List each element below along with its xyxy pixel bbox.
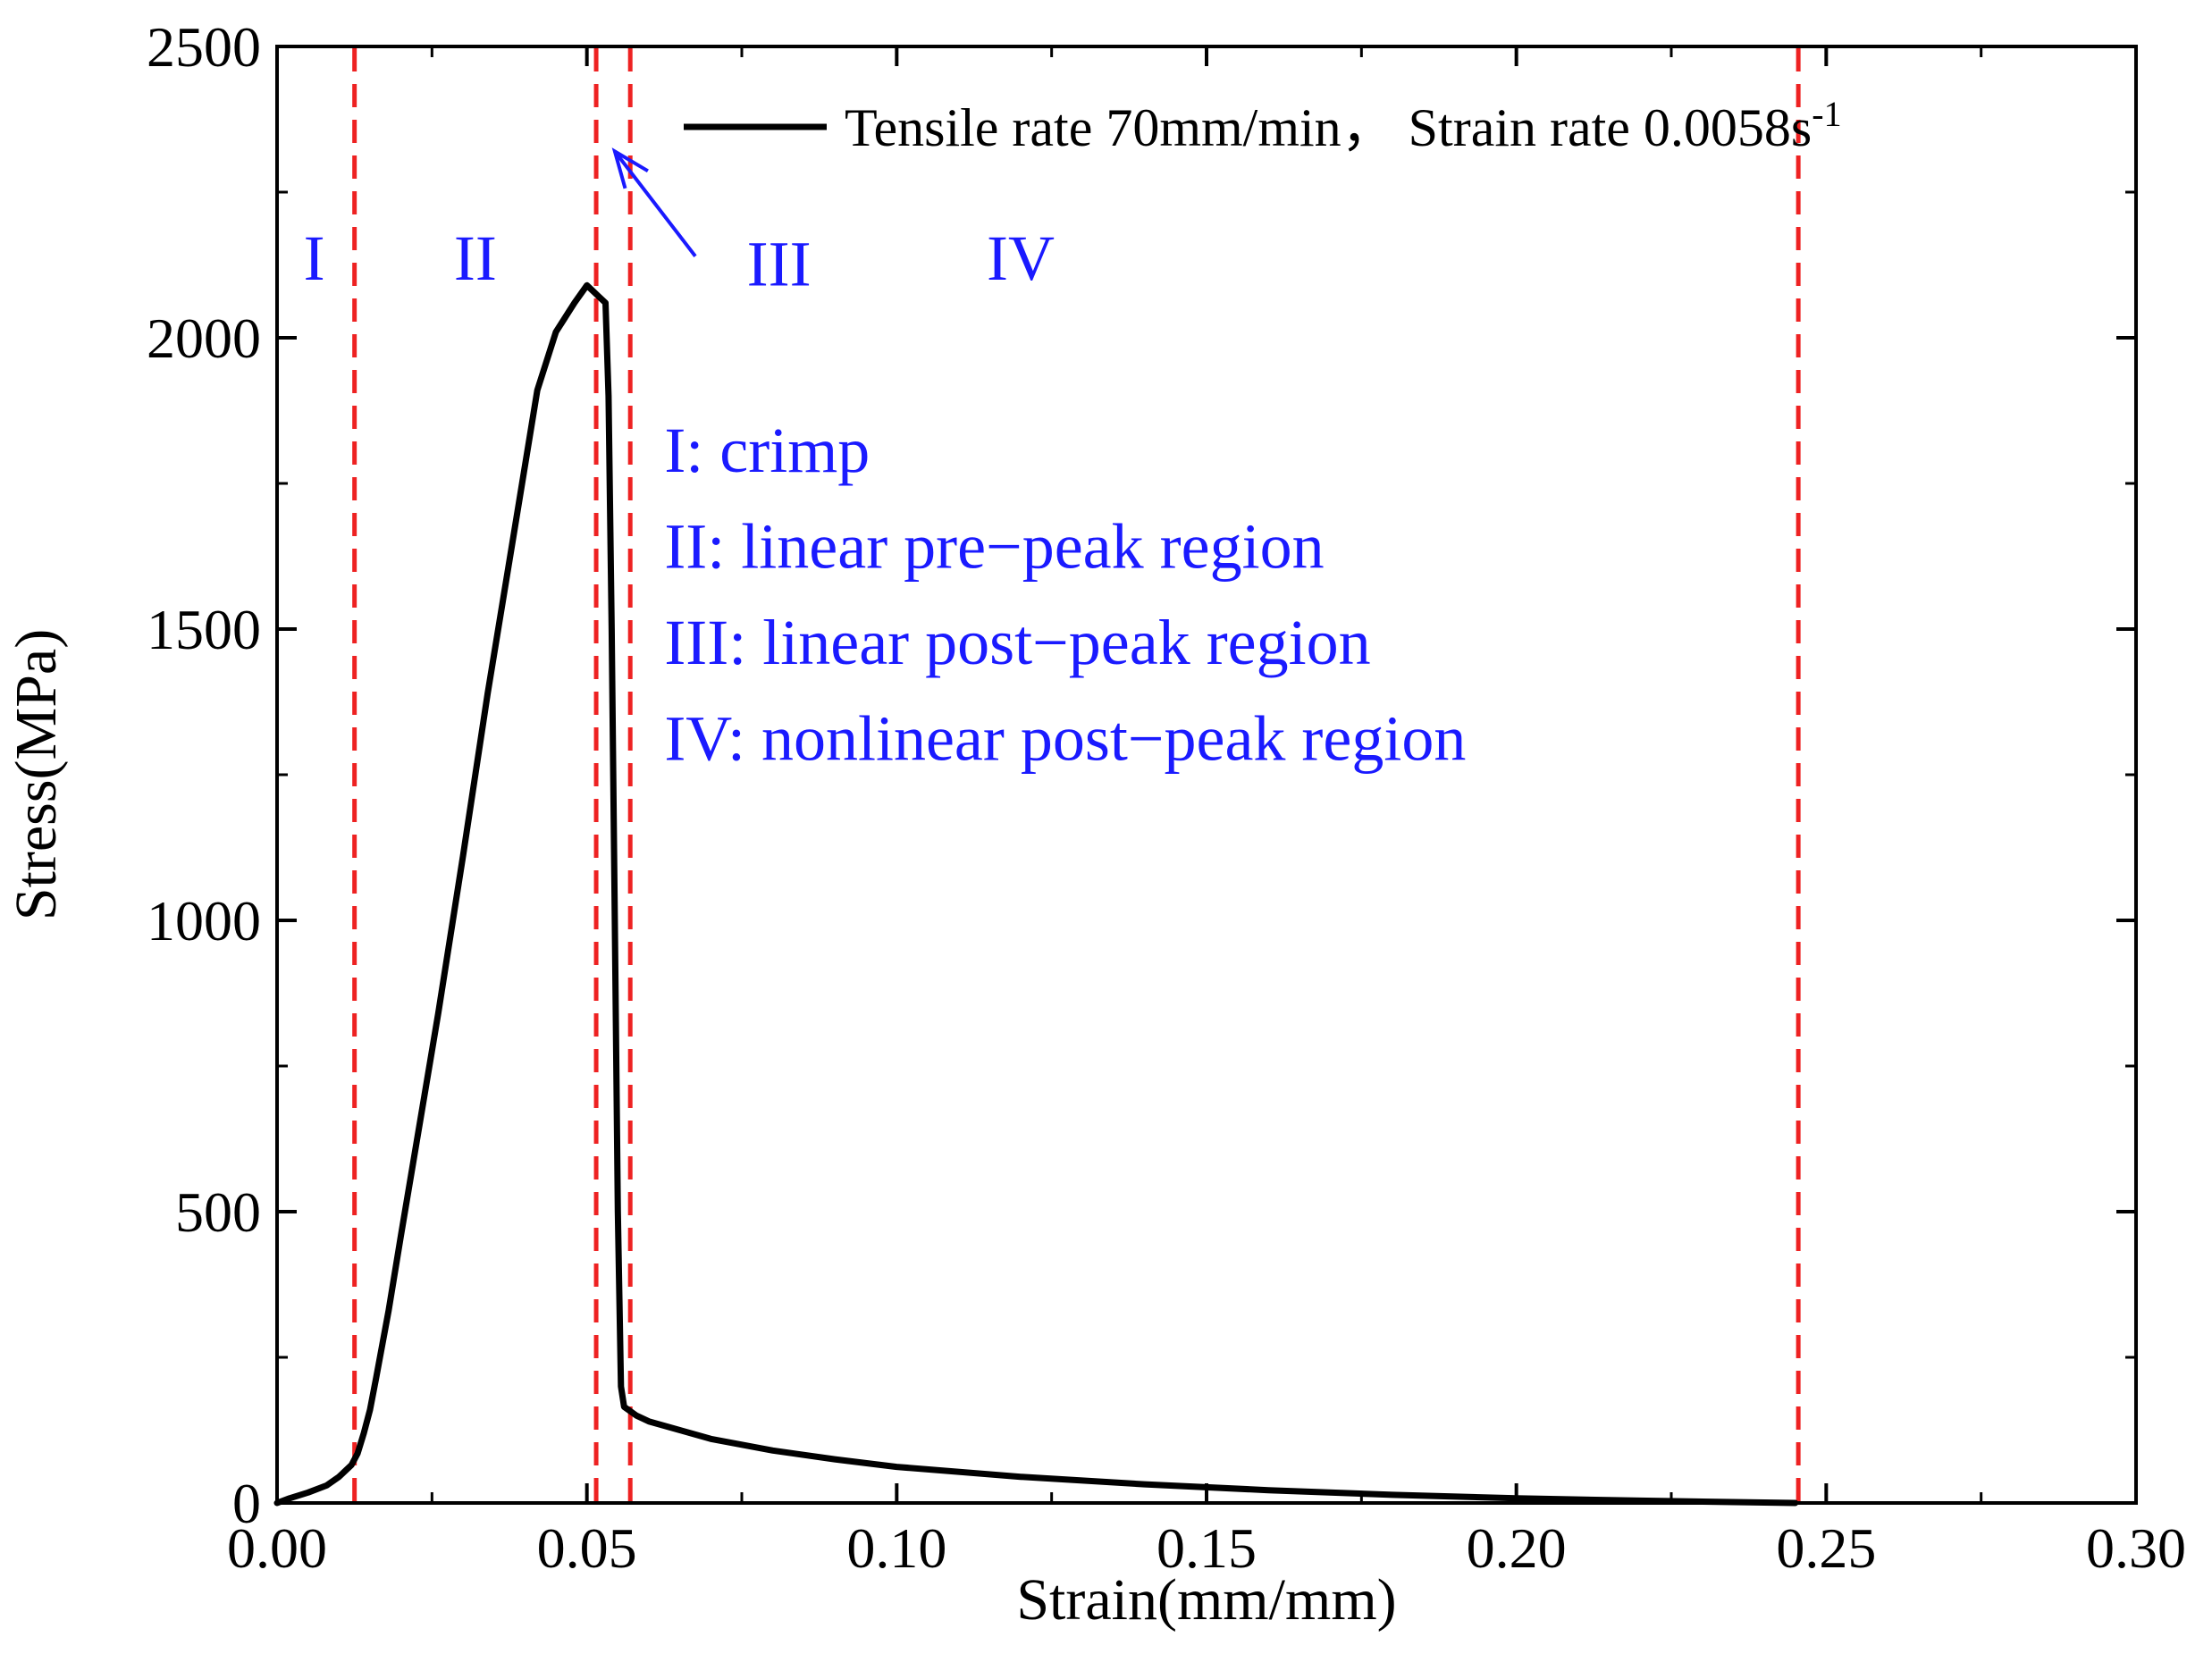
x-tick-label: 0.15 [1156,1516,1257,1580]
region-label: II [454,222,497,294]
y-tick-label: 2500 [147,15,261,79]
region-description: I: crimp [664,415,870,486]
region-dividers [352,48,1801,1501]
region-label: I [304,222,325,294]
legend-label-main: Tensile rate 70mm/min， Strain rate 0.005… [845,98,1812,157]
legend-label: Tensile rate 70mm/min， Strain rate 0.005… [845,94,1842,157]
y-tick-labels: 0 500 1000 1500 2000 2500 [147,15,261,1535]
arrow-shaft [613,150,697,257]
legend-label-superscript: -1 [1812,94,1841,134]
x-tick-label: 0.05 [537,1516,637,1580]
arrow-head [611,147,649,189]
stress-strain-curve [273,281,1799,1507]
minor-ticks [277,46,2136,1503]
y-axis-title: Stress(MPa) [4,629,69,920]
region-description: III: linear post−peak region [664,607,1370,678]
region-labels: I II III IV [304,222,1055,300]
major-ticks [275,45,2138,1505]
legend: Tensile rate 70mm/min， Strain rate 0.005… [684,94,1842,157]
plot-frame [275,45,2138,1505]
x-tick-label: 0.30 [2086,1516,2186,1580]
x-tick-label: 0.00 [227,1516,327,1580]
y-tick-label: 1000 [147,889,261,953]
x-tick-label: 0.25 [1776,1516,1876,1580]
x-axis-title: Strain(mm/mm) [1016,1567,1396,1633]
region-label: III [747,228,812,299]
x-tick-label: 0.10 [846,1516,946,1580]
y-tick-label: 0 [232,1472,261,1535]
x-tick-label: 0.20 [1467,1516,1567,1580]
region-label: IV [987,222,1055,294]
x-tick-labels: 0.00 0.05 0.10 0.15 0.20 0.25 0.30 [227,1516,2186,1580]
y-tick-label: 500 [175,1180,261,1244]
region-annotations: I: crimp II: linear pre−peak region III: l… [664,415,1466,775]
peak-arrow [611,147,697,257]
y-tick-label: 1500 [147,598,261,661]
region-description: II: linear pre−peak region [664,511,1324,583]
region-description: IV: nonlinear post−peak region [664,703,1466,775]
y-tick-label: 2000 [147,306,261,370]
